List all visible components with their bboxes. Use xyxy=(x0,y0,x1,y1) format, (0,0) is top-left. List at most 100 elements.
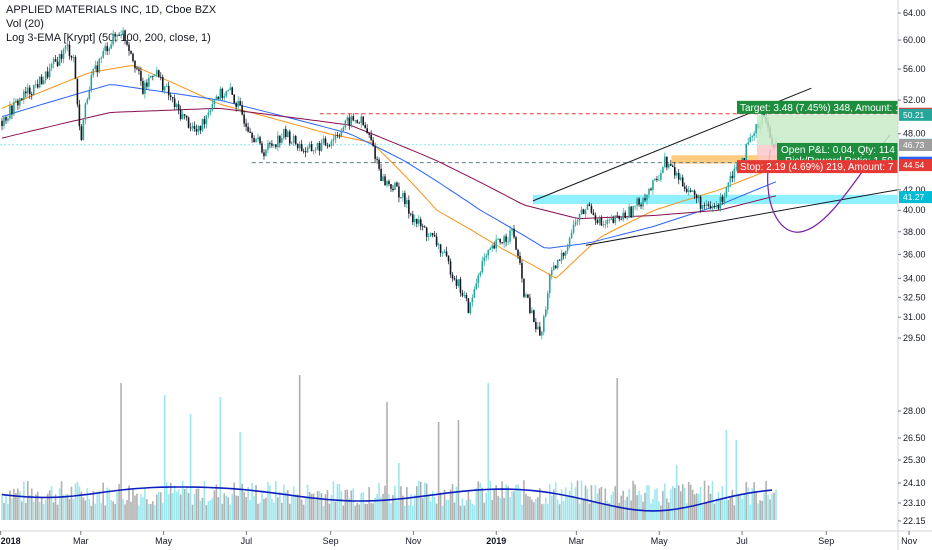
time-tick-label: Mar xyxy=(73,536,89,546)
candle-body xyxy=(517,249,519,256)
volume-bar xyxy=(288,503,291,520)
candle-body xyxy=(175,104,178,108)
candle-body xyxy=(675,172,678,176)
candle-body xyxy=(721,196,724,202)
candle-body xyxy=(715,205,718,208)
volume-bar xyxy=(144,487,146,520)
volume-bar xyxy=(503,497,505,520)
price-tick-label: 32.50 xyxy=(903,292,926,302)
volume-indicator-label[interactable]: Vol (20) xyxy=(6,18,44,30)
volume-bar xyxy=(717,491,720,520)
candle-body xyxy=(612,218,615,223)
candle-body xyxy=(501,242,503,244)
time-tick-label: Nov xyxy=(901,536,918,546)
candle-body xyxy=(3,117,5,127)
candle-body xyxy=(745,144,748,161)
volume-bar xyxy=(618,502,621,520)
volume-bar xyxy=(114,503,116,520)
volume-bar xyxy=(179,494,182,520)
volume-bar xyxy=(467,490,470,520)
candle-body xyxy=(296,143,299,149)
candle-body xyxy=(570,232,573,239)
volume-bar xyxy=(429,501,432,520)
candle-body xyxy=(610,218,613,220)
volume-bar xyxy=(146,499,148,520)
volume-bar xyxy=(523,480,525,520)
candle-body xyxy=(114,33,116,37)
volume-bar xyxy=(388,494,390,520)
candle-body xyxy=(556,259,559,268)
candle-body xyxy=(425,227,428,237)
candle-body xyxy=(342,127,345,131)
candle-body xyxy=(546,293,549,310)
candle-body xyxy=(68,44,71,57)
volume-bar xyxy=(570,482,573,520)
ema200-line xyxy=(1,107,777,220)
volume-bar xyxy=(46,493,49,520)
volume-bar xyxy=(126,500,128,520)
volume-bar xyxy=(541,504,543,520)
volume-bar xyxy=(219,397,222,520)
volume-bar xyxy=(473,505,476,520)
candle-body xyxy=(584,209,587,214)
volume-bar xyxy=(419,481,422,520)
candle-body xyxy=(207,112,210,116)
volume-bar xyxy=(543,503,545,520)
volume-bar xyxy=(370,503,372,520)
volume-bar xyxy=(729,496,732,520)
candle-body xyxy=(15,100,17,102)
candle-body xyxy=(727,182,730,188)
volume-bar xyxy=(64,494,67,520)
volume-bar xyxy=(3,502,5,520)
ema-indicator-label[interactable]: Log 3-EMA [Krypt] (50, 100, 200, close, … xyxy=(6,32,211,44)
volume-bar xyxy=(539,488,541,520)
candle-body xyxy=(1,120,3,127)
candle-body xyxy=(5,117,7,121)
candle-body xyxy=(352,116,355,121)
candle-body xyxy=(548,274,551,294)
volume-bar xyxy=(253,496,255,520)
volume-bar xyxy=(140,494,142,520)
volume-bar xyxy=(423,482,426,520)
candle-body xyxy=(310,144,313,152)
volume-bar xyxy=(316,491,319,520)
candle-body xyxy=(308,144,311,148)
position-tool[interactable]: Target: 3.48 (7.45%) 348, Amount: 1 Open … xyxy=(737,100,901,174)
candle-body xyxy=(729,175,732,183)
candle-body xyxy=(437,244,440,246)
volume-bar xyxy=(74,483,77,520)
volume-bar xyxy=(672,485,674,520)
volume-bar xyxy=(753,482,755,520)
volume-bar xyxy=(443,489,446,520)
candle-body xyxy=(130,50,132,54)
volume-bar xyxy=(431,491,434,520)
time-axis[interactable]: 2018 Mar May Jul Sep Nov 2019 Mar May Jul Sep Nov xyxy=(0,530,932,546)
price-axis[interactable]: 64.00 60.00 56.00 52.00 48.00 42.00 40.00 38.00… xyxy=(897,0,932,550)
volume-bar xyxy=(544,497,547,520)
candle-body xyxy=(354,120,357,121)
candle-body xyxy=(179,109,182,119)
volume-bar xyxy=(670,489,672,520)
candle-body xyxy=(171,97,174,99)
volume-bar xyxy=(169,482,172,520)
candle-body xyxy=(138,69,140,72)
candle-body xyxy=(457,279,460,286)
volume-bar xyxy=(209,499,212,520)
volume-bar xyxy=(50,486,53,520)
candle-body xyxy=(755,124,757,134)
volume-bar xyxy=(38,502,41,520)
time-tick-label: 2019 xyxy=(486,536,506,546)
price-tag-bg xyxy=(899,159,932,172)
volume-bar xyxy=(94,503,97,520)
candle-body xyxy=(419,219,422,227)
candle-body xyxy=(94,65,97,69)
volume-bar xyxy=(606,500,609,520)
volume-bar xyxy=(279,491,281,520)
candle-body xyxy=(386,181,388,186)
volume-bar xyxy=(350,490,353,520)
candle-body xyxy=(38,76,41,88)
volume-bar xyxy=(142,497,144,520)
volume-bar xyxy=(487,383,490,520)
candle-body xyxy=(435,236,438,246)
